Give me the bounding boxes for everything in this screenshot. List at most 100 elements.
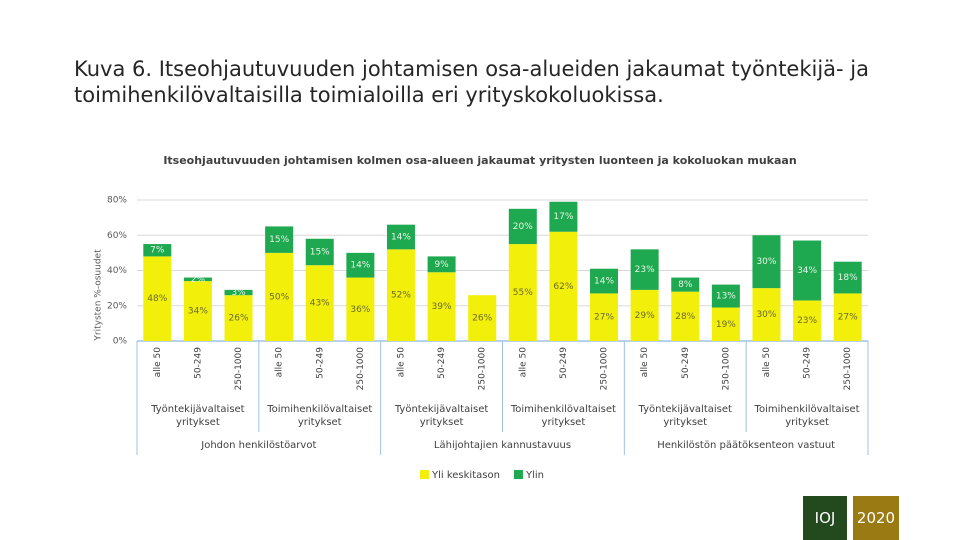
x-tick-label: 50-249 — [315, 347, 325, 379]
value-label: 34% — [188, 307, 208, 317]
bar-segment — [590, 293, 619, 341]
bar-segment — [346, 277, 375, 341]
legend-swatch — [513, 470, 523, 479]
value-label: 14% — [391, 233, 411, 243]
bar-segment — [711, 307, 740, 341]
value-label: 9% — [434, 260, 449, 270]
bar-segment — [549, 201, 578, 232]
slide-title: Kuva 6. Itseohjautuvuuden johtamisen osa… — [74, 57, 870, 107]
value-label: 14% — [594, 277, 614, 287]
bar-segment — [305, 265, 334, 341]
x-tick-label: 250-1000 — [478, 347, 488, 391]
footer-right: 2020 — [853, 496, 899, 540]
value-label: 3% — [231, 288, 246, 298]
bar-segment — [143, 256, 172, 341]
value-label: 8% — [678, 280, 693, 290]
value-label: 23% — [635, 265, 655, 275]
value-label: 48% — [147, 294, 167, 304]
x-tick-label: 50-249 — [681, 347, 691, 379]
bar-segment — [590, 268, 619, 294]
value-label: 29% — [635, 311, 655, 321]
bar-segment — [549, 231, 578, 341]
bar-segment — [468, 295, 497, 341]
x-tick-label: alle 50 — [275, 347, 285, 378]
group-label: Johdon henkilöstöarvot — [200, 440, 316, 451]
bar-segment — [265, 226, 294, 253]
value-label: 55% — [513, 288, 533, 298]
value-label: 13% — [716, 292, 736, 302]
group-label: Lähijohtajien kannustavuus — [434, 440, 571, 451]
bar-segment — [224, 295, 253, 341]
x-tick-label: 250-1000 — [721, 347, 731, 391]
bar-segment — [346, 252, 375, 278]
x-tick-label: 250-1000 — [843, 347, 853, 391]
value-label: 30% — [756, 310, 776, 320]
bar-segment — [508, 208, 537, 245]
bar-segment — [386, 249, 415, 341]
value-label: 26% — [472, 314, 492, 324]
subgroup-label: Työntekijävaltaiset yritykset — [394, 404, 489, 428]
footer-left: IOJ — [803, 496, 847, 540]
value-label: 18% — [838, 273, 858, 283]
x-tick-label: 50-249 — [437, 347, 447, 379]
value-label: 15% — [269, 235, 289, 245]
x-tick-label: 250-1000 — [234, 347, 244, 391]
value-label: 27% — [594, 313, 614, 323]
x-tick-label: 50-249 — [803, 347, 813, 379]
value-label: 28% — [675, 312, 695, 322]
bar-segment — [630, 289, 659, 341]
bar-segment — [752, 288, 781, 341]
value-label: 50% — [269, 292, 289, 302]
value-label: 23% — [797, 316, 817, 326]
bar-segment — [508, 244, 537, 341]
subgroup-label: Työntekijävaltaiset yritykset — [151, 404, 245, 428]
x-tick-label: 250-1000 — [600, 347, 610, 391]
value-label: 20% — [513, 222, 533, 232]
x-tick-label: alle 50 — [153, 347, 163, 378]
x-tick-label: alle 50 — [518, 347, 528, 378]
bar-segment — [793, 300, 822, 341]
value-label: 7% — [150, 246, 165, 256]
bar-segment — [630, 249, 659, 290]
bar-segment — [224, 289, 253, 296]
bar-segment — [386, 224, 415, 250]
bar-segment — [671, 277, 700, 292]
bar-segment — [752, 235, 781, 289]
subgroup-label: Toimihenkilövaltaiset yritykset — [510, 404, 616, 428]
bar-segment — [143, 244, 172, 257]
y-tick-label: 60% — [107, 231, 127, 241]
legend-label: Yli keskitason — [431, 470, 500, 481]
x-tick-label: alle 50 — [762, 347, 772, 378]
group-label: Henkilöstön päätöksenteon vastuut — [657, 440, 835, 451]
subgroup-label: Työntekijävaltaiset yritykset — [638, 404, 732, 428]
y-axis-label: Yritysten %-osuudet — [94, 249, 104, 342]
legend-swatch — [420, 470, 429, 479]
bar-segment — [711, 284, 740, 308]
bar-segment — [833, 261, 862, 294]
bar-segment — [183, 281, 212, 341]
x-tick-label: 50-249 — [193, 347, 203, 379]
y-tick-label: 80% — [107, 196, 127, 206]
value-label: 43% — [310, 299, 330, 309]
y-tick-label: 20% — [107, 301, 127, 311]
subgroup-label: Toimihenkilövaltaiset yritykset — [267, 404, 373, 428]
value-label: 36% — [350, 305, 370, 315]
bar-segment — [427, 272, 456, 341]
value-label: 14% — [350, 261, 370, 271]
bar-segment — [793, 240, 822, 301]
chart-title: Itseohjautuvuuden johtamisen kolmen osa-… — [163, 154, 796, 167]
value-label: 2% — [191, 275, 206, 285]
legend-label: Ylin — [525, 470, 544, 481]
bar-segment — [265, 252, 294, 341]
bar-segment — [183, 277, 212, 282]
value-label: 19% — [716, 320, 736, 330]
x-tick-label: 250-1000 — [356, 347, 366, 391]
y-tick-label: 0% — [113, 337, 128, 347]
subgroup-label: Toimihenkilövaltaiset yritykset — [754, 404, 860, 428]
value-label: 62% — [553, 282, 573, 292]
value-label: 26% — [229, 314, 249, 324]
value-label: 34% — [797, 266, 817, 276]
value-label: 39% — [432, 302, 452, 312]
